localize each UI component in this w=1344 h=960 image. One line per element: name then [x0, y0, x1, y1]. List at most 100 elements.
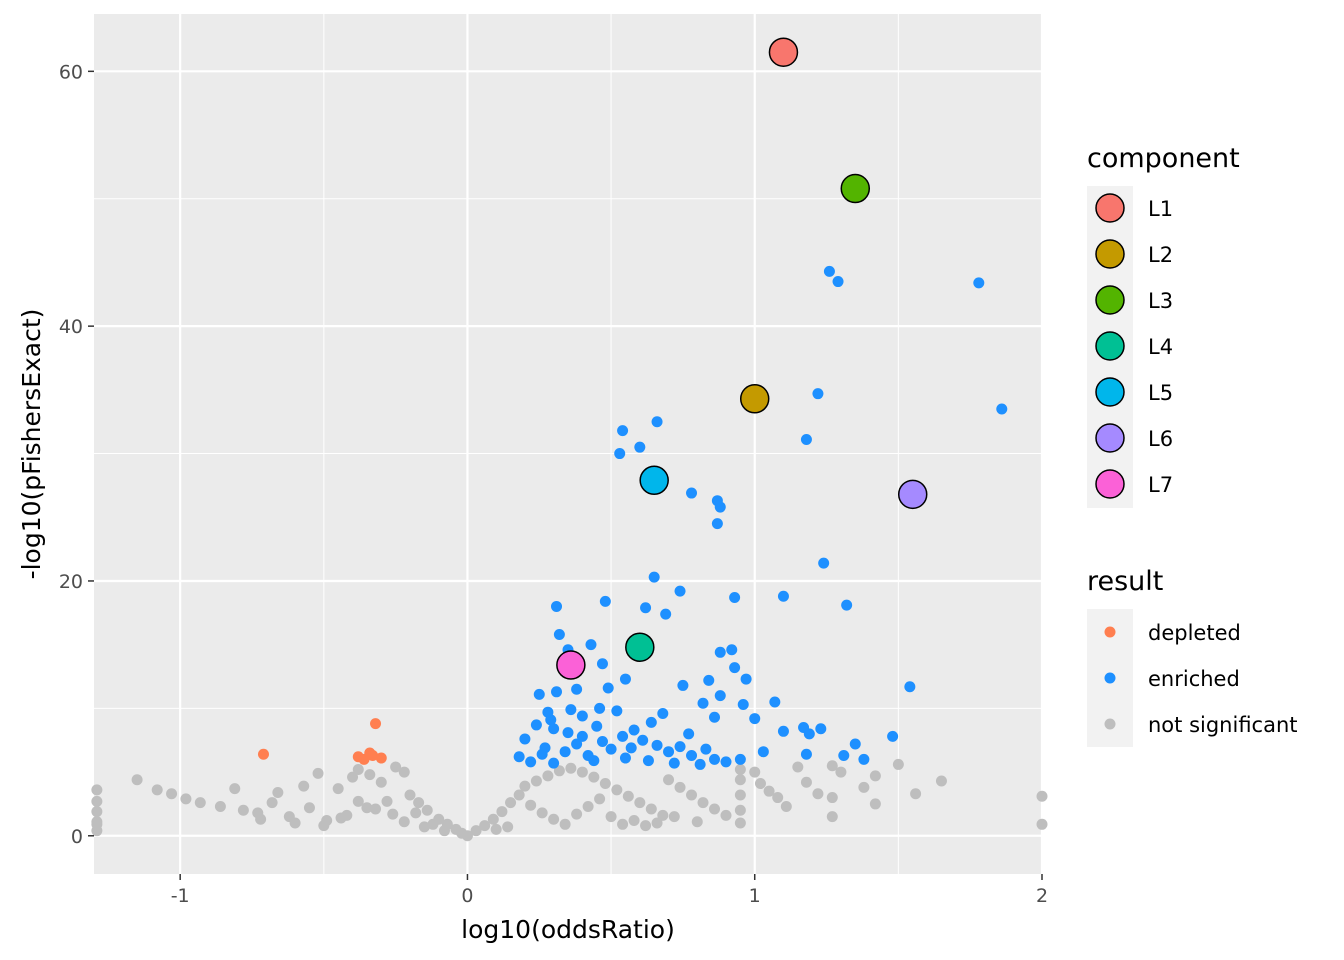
not-significant-point: [734, 789, 746, 801]
not-significant-point: [536, 807, 548, 819]
enriched-point: [545, 714, 557, 726]
not-significant-point: [892, 758, 904, 770]
legend-label-not-significant: not significant: [1148, 713, 1298, 737]
component-point-l2: [739, 384, 770, 414]
not-significant-point: [582, 800, 594, 812]
legend-key-l5: [1095, 377, 1125, 407]
not-significant-point: [734, 804, 746, 816]
component-point-l5: [639, 465, 669, 496]
not-significant-point: [599, 778, 611, 790]
enriched-point: [841, 599, 853, 611]
not-significant-point: [298, 780, 310, 792]
not-significant-point: [826, 760, 838, 772]
not-significant-point: [421, 804, 433, 816]
enriched-point: [565, 704, 577, 716]
enriched-point: [576, 710, 588, 722]
not-significant-point: [734, 817, 746, 829]
minor-gridlines: [94, 14, 1042, 874]
not-significant-point: [490, 823, 502, 835]
not-significant-point: [869, 798, 881, 810]
not-significant-point: [390, 761, 402, 773]
enriched-point: [729, 662, 741, 674]
component-points: [556, 37, 928, 680]
not-significant-point: [404, 789, 416, 801]
not-significant-point: [229, 783, 241, 795]
enriched-point: [737, 699, 749, 711]
enriched-point: [548, 757, 560, 769]
enriched-point: [663, 746, 675, 758]
enriched-point: [519, 733, 531, 745]
enriched-point: [559, 746, 571, 758]
not-significant-point: [91, 795, 103, 807]
enriched-point: [757, 746, 769, 758]
result-legend: depleted enriched not significant: [1104, 621, 1298, 737]
legend-key-l3: [1095, 285, 1125, 315]
not-significant-point: [352, 795, 364, 807]
enriched-point: [625, 742, 637, 754]
not-significant-point: [530, 775, 542, 787]
enriched-point: [674, 741, 686, 753]
y-tick-label: 40: [59, 316, 83, 338]
y-axis-title: -log10(pFishersExact): [17, 309, 46, 580]
not-significant-point: [576, 766, 588, 778]
legend-label-depleted: depleted: [1148, 621, 1241, 645]
legend-key-not-significant: [1104, 718, 1116, 730]
legend-label-l6: L6: [1148, 427, 1173, 451]
enriched-point: [648, 571, 660, 583]
enriched-point: [617, 425, 629, 437]
legend-label-l1: L1: [1148, 197, 1173, 221]
enriched-point: [571, 683, 583, 695]
not-significant-point: [709, 803, 721, 815]
enriched-point: [714, 690, 726, 702]
not-significant-point: [571, 808, 583, 820]
enriched-point: [551, 600, 563, 612]
enriched-point: [599, 595, 611, 607]
legend-key-l7: [1095, 469, 1125, 499]
enriched-point: [619, 752, 631, 764]
legend-key-enriched: [1104, 672, 1116, 684]
not-significant-point: [826, 811, 838, 823]
enriched-point: [551, 686, 563, 698]
enriched-point: [602, 682, 614, 694]
not-significant-point: [237, 804, 249, 816]
component-point-l7: [556, 650, 586, 680]
not-significant-point: [387, 808, 399, 820]
component-point-l1: [768, 37, 799, 67]
not-significant-point: [553, 765, 565, 777]
enriched-point: [651, 739, 663, 751]
component-point-l3: [840, 173, 871, 204]
not-significant-point: [686, 789, 698, 801]
not-significant-point: [361, 802, 373, 814]
not-significant-point: [691, 816, 703, 828]
not-significant-point: [835, 766, 847, 778]
not-significant-point: [812, 788, 824, 800]
enriched-point: [709, 711, 721, 723]
x-tick-label: 1: [749, 885, 761, 907]
not-significant-point: [289, 817, 301, 829]
legend-key-l6: [1095, 423, 1125, 453]
enriched-point: [594, 702, 606, 714]
not-significant-point: [180, 793, 192, 805]
enriched-point: [637, 734, 649, 746]
not-significant-point: [910, 788, 922, 800]
not-significant-point: [91, 818, 103, 830]
not-significant-point: [663, 774, 675, 786]
enriched-point: [720, 756, 732, 768]
not-significant-point: [266, 797, 278, 809]
not-significant-point: [91, 806, 103, 818]
not-significant-point: [634, 797, 646, 809]
not-significant-point: [487, 813, 499, 825]
not-significant-point: [312, 767, 324, 779]
depleted-point: [358, 753, 370, 765]
not-significant-point: [645, 803, 657, 815]
major-gridlines: [94, 14, 1044, 874]
enriched-point: [904, 681, 916, 693]
enriched-point: [651, 416, 663, 428]
not-significant-point: [370, 803, 382, 815]
not-significant-point: [151, 784, 163, 796]
not-significant-point: [772, 792, 784, 804]
legend-label-l7: L7: [1148, 473, 1173, 497]
not-significant-point: [461, 830, 473, 842]
not-significant-point: [674, 781, 686, 793]
not-significant-point: [720, 809, 732, 821]
